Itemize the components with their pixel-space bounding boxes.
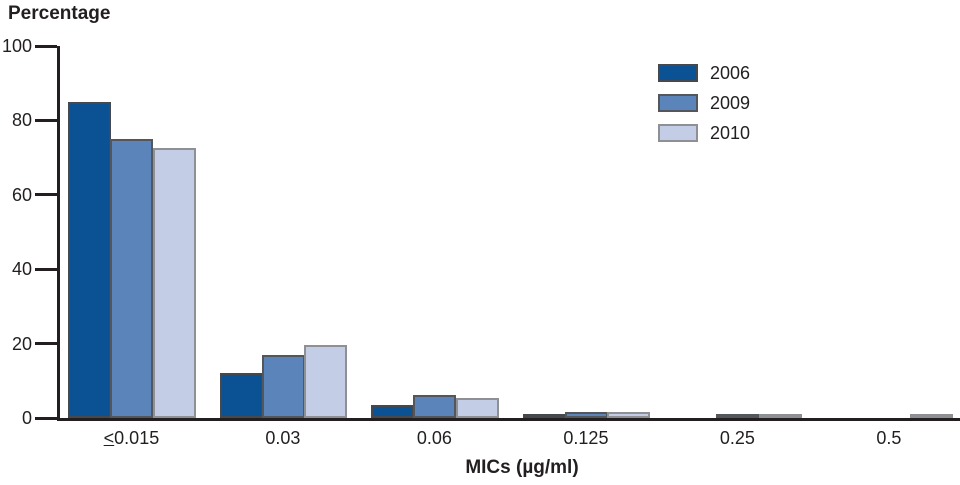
x-tick-label-0: <0.015 (103, 428, 160, 448)
y-axis-title: Percentage (8, 3, 111, 24)
y-tick-0 (35, 416, 57, 420)
x-tick-label-3: 0.125 (563, 428, 609, 448)
y-tick-100 (35, 44, 57, 48)
x-tick-label-4: 0.25 (719, 428, 755, 448)
bar-2010-5 (910, 414, 954, 418)
bar-2010-3 (607, 412, 651, 418)
x-tick-label-5: 0.5 (876, 428, 902, 448)
legend-label-2009: 2009 (710, 93, 751, 113)
plot-area: 0 20 40 60 80 100 <0.015 0.03 0.06 0.125 0.25 0.5 (2, 36, 960, 448)
y-tick-60 (35, 193, 57, 197)
x-axis-line (57, 418, 960, 421)
legend-swatch-2010 (658, 124, 698, 142)
bar-2010-0 (152, 148, 196, 418)
y-tick-label-80: 80 (11, 110, 32, 131)
y-tick-40 (35, 267, 57, 271)
bar-2006-3 (522, 414, 566, 418)
bar-2006-2 (371, 405, 414, 418)
bar-2009-1 (261, 355, 305, 418)
bar-2006-0 (68, 102, 111, 418)
bar-2010-2 (455, 398, 499, 418)
legend-label-2010: 2010 (710, 123, 751, 143)
legend-item-2010: 2010 (658, 122, 750, 144)
bar-2006-1 (219, 373, 263, 418)
bar-2009-3 (564, 412, 608, 418)
legend: 2006 2009 2010 (658, 62, 750, 152)
y-tick-label-40: 40 (11, 259, 32, 280)
x-tick-label-1: 0.03 (265, 428, 301, 448)
x-axis-title: MICs (µg/ml) (465, 457, 579, 478)
bar-2009-4 (716, 414, 760, 418)
bar-2010-4 (758, 414, 802, 418)
y-tick-label-60: 60 (11, 184, 32, 205)
y-tick-80 (35, 118, 57, 122)
legend-item-2009: 2009 (658, 92, 750, 114)
bar-2009-0 (110, 139, 154, 418)
y-tick-label-20: 20 (11, 333, 32, 354)
legend-swatch-2006 (658, 64, 698, 82)
y-tick-label-0: 0 (21, 408, 32, 428)
y-axis-line (57, 46, 60, 421)
y-tick-label-100: 100 (1, 36, 32, 56)
y-tick-20 (35, 342, 57, 346)
bar-2009-2 (413, 395, 457, 418)
legend-item-2006: 2006 (658, 62, 750, 84)
legend-label-2006: 2006 (710, 63, 751, 83)
bar-2010-1 (304, 345, 348, 418)
x-tick-label-2: 0.06 (416, 428, 452, 448)
legend-swatch-2009 (658, 94, 698, 112)
